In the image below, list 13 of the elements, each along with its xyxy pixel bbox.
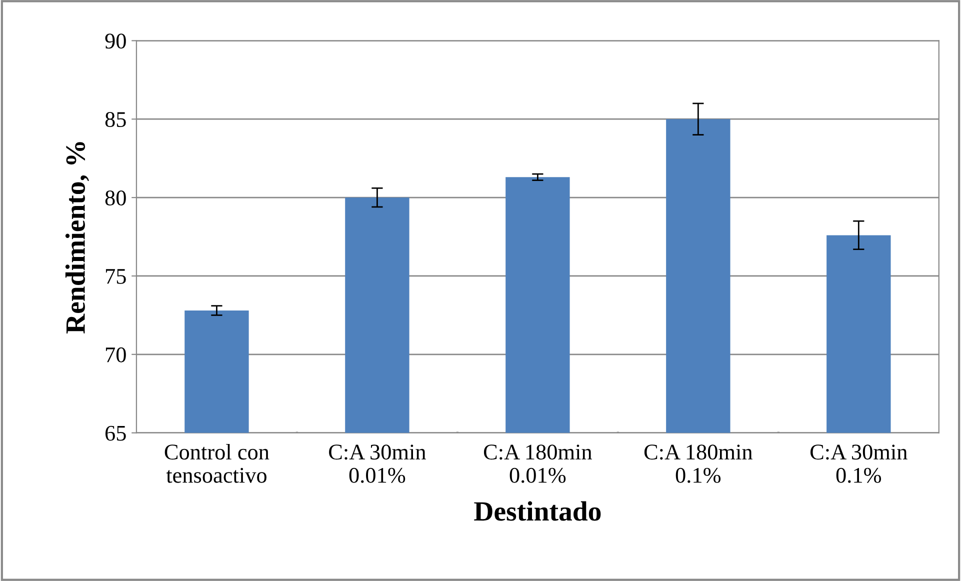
x-tick-label: C:A 180min 0.01% (484, 444, 592, 483)
y-tick-label: 75 (106, 269, 126, 284)
x-tick-label: C:A 180min 0.1% (644, 444, 752, 483)
x-tick-label: C:A 30min 0.1% (810, 444, 908, 483)
y-axis-title: Rendimiento, % (65, 142, 90, 334)
y-tick-label: 65 (105, 426, 126, 441)
y-tick-label: 85 (105, 112, 126, 128)
y-tick-label: 80 (105, 190, 126, 206)
y-tick-label: 90 (105, 34, 126, 49)
y-tick-label: 70 (106, 347, 126, 362)
x-tick-label: Control con tensoactivo (164, 444, 270, 483)
x-axis-title: Destintado (474, 501, 601, 521)
x-tick-label: C:A 30min 0.01% (329, 444, 426, 483)
